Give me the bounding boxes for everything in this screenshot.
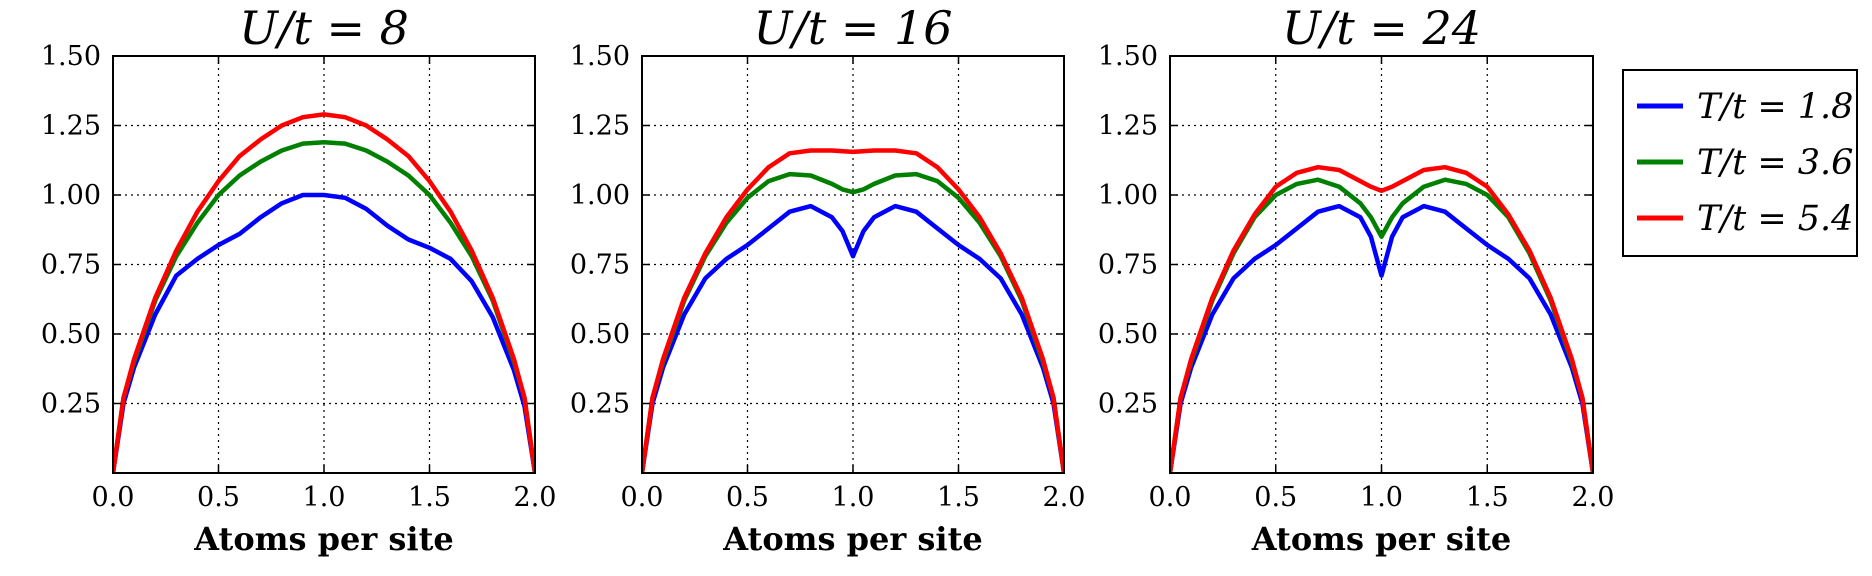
panel-title: U/t = 16 xyxy=(753,1,952,55)
x-tick-label: 1.5 xyxy=(937,482,980,513)
y-tick-label: 0.25 xyxy=(1098,389,1158,420)
y-tick-label: 0.75 xyxy=(41,250,101,281)
series-line-1 xyxy=(1170,203,1593,473)
y-tick-label: 0.50 xyxy=(570,319,630,350)
y-tick-label: 0.25 xyxy=(41,389,101,420)
y-tick-label: 0.75 xyxy=(570,250,630,281)
series-line-1 xyxy=(642,203,1064,473)
y-tick-label: 1.25 xyxy=(1098,111,1158,142)
y-tick-label: 0.25 xyxy=(570,389,630,420)
x-tick-label: 2.0 xyxy=(1572,482,1615,513)
x-tick-label: 1.0 xyxy=(1360,482,1403,513)
x-tick-label: 1.5 xyxy=(408,482,451,513)
panel-2: 0.0 0.5 1.0 1.5 2.0 0.25 0.50 0.75 1.00 1.25 1.50 U… xyxy=(570,1,1086,558)
x-tick-label: 2.0 xyxy=(1043,482,1086,513)
y-tick-label: 0.75 xyxy=(1098,250,1158,281)
legend: T/t = 1.8 T/t = 3.6 T/t = 5.4 xyxy=(1622,69,1858,257)
series-line-3 xyxy=(113,112,535,473)
legend-label: T/t = 1.8 xyxy=(1697,87,1853,127)
panel-title: U/t = 8 xyxy=(239,1,409,55)
x-tick-label: 1.0 xyxy=(832,482,875,513)
x-tick-label: 0.5 xyxy=(1254,482,1297,513)
panel-title: U/t = 24 xyxy=(1282,1,1481,55)
y-tick-label: 1.50 xyxy=(570,41,630,72)
y-tick-label: 1.25 xyxy=(570,111,630,142)
y-tick-label: 1.50 xyxy=(41,41,101,72)
y-tick-label: 0.50 xyxy=(1098,319,1158,350)
x-tick-label: 0.0 xyxy=(92,482,135,513)
legend-label: T/t = 3.6 xyxy=(1697,143,1853,183)
x-tick-label: 0.5 xyxy=(197,482,240,513)
y-tick-label: 0.50 xyxy=(41,319,101,350)
x-axis-label: Atoms per site xyxy=(722,520,982,558)
x-tick-label: 0.5 xyxy=(726,482,769,513)
y-tick-label: 1.00 xyxy=(1098,180,1158,211)
x-tick-label: 0.0 xyxy=(621,482,664,513)
panel-1: 0.0 0.5 1.0 1.5 2.0 0.25 0.50 0.75 1.00 1.25 1.50 U… xyxy=(41,1,557,558)
x-axis-label: Atoms per site xyxy=(1251,520,1511,558)
panel-3: 0.0 0.5 1.0 1.5 2.0 0.25 0.50 0.75 1.00 1.25 1.50 U… xyxy=(1098,1,1615,558)
y-tick-label: 1.00 xyxy=(41,180,101,211)
y-tick-label: 1.00 xyxy=(570,180,630,211)
y-tick-label: 1.50 xyxy=(1098,41,1158,72)
y-tick-label: 1.25 xyxy=(41,111,101,142)
legend-label: T/t = 5.4 xyxy=(1697,199,1853,239)
series-line-3 xyxy=(642,148,1064,473)
x-tick-label: 2.0 xyxy=(514,482,557,513)
series-line-3 xyxy=(1170,164,1593,473)
x-axis-label: Atoms per site xyxy=(193,520,453,558)
x-tick-label: 1.5 xyxy=(1466,482,1509,513)
x-tick-label: 1.0 xyxy=(303,482,346,513)
series-line-1 xyxy=(113,192,535,473)
x-tick-label: 0.0 xyxy=(1149,482,1192,513)
